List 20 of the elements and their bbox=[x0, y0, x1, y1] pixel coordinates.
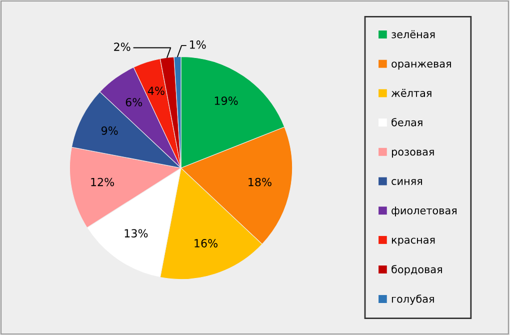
legend-label: бордовая bbox=[392, 265, 442, 276]
data-label: 18% bbox=[248, 178, 272, 186]
data-label: 4% bbox=[148, 86, 164, 96]
data-label: 16% bbox=[194, 239, 218, 248]
data-label: 12% bbox=[91, 178, 114, 186]
legend-label: оранжевая bbox=[392, 62, 451, 70]
data-label: 1% bbox=[190, 40, 206, 49]
data-label: 6% bbox=[126, 98, 142, 106]
legend-label: розовая bbox=[392, 150, 434, 158]
data-label: 2% bbox=[114, 42, 130, 52]
data-label: 9% bbox=[101, 126, 118, 135]
legend-label: голубая bbox=[392, 294, 434, 305]
legend-label: синяя bbox=[392, 179, 422, 186]
legend-label: красная bbox=[392, 238, 435, 246]
legend-label: белая bbox=[392, 118, 422, 126]
legend-label: фиолетовая bbox=[392, 206, 456, 216]
data-label: 13% bbox=[124, 229, 148, 238]
data-label: 19% bbox=[214, 96, 238, 105]
legend-label: зелёная bbox=[392, 30, 435, 38]
legend-label: жёлтая bbox=[391, 88, 432, 97]
